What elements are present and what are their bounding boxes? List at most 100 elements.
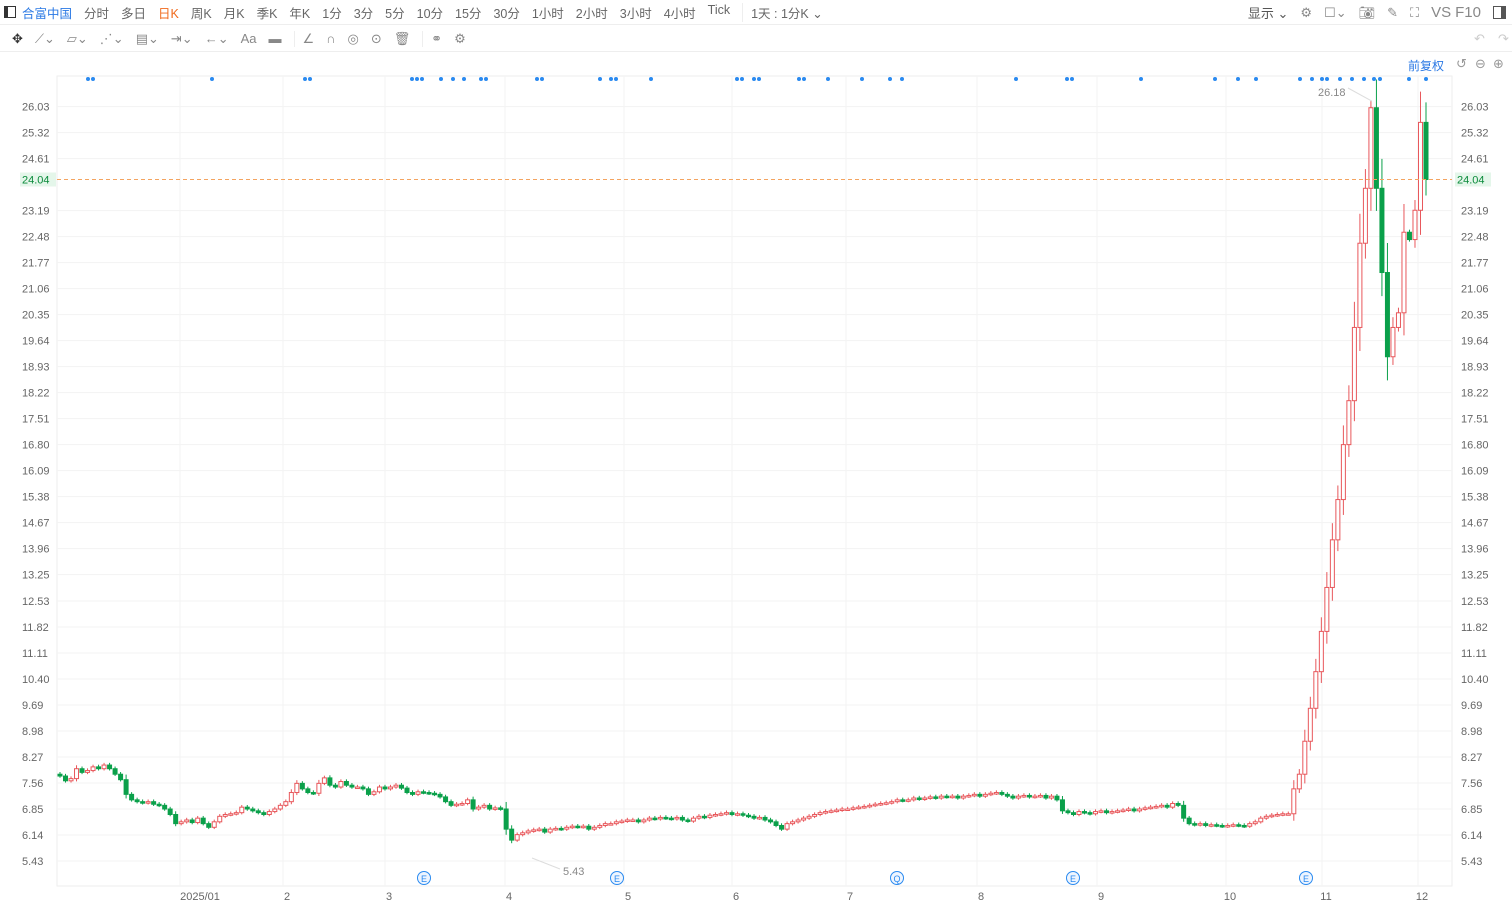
candle-body bbox=[211, 821, 217, 828]
candle-body bbox=[1252, 821, 1258, 825]
y-tick-left: 26.03 bbox=[22, 102, 50, 114]
period-tab[interactable]: 分时 bbox=[84, 6, 110, 21]
event-dot bbox=[479, 77, 483, 81]
y-tick-right: 6.85 bbox=[1461, 804, 1482, 816]
candle-body bbox=[635, 819, 641, 823]
candle-body bbox=[630, 819, 636, 822]
event-dot bbox=[1372, 77, 1376, 81]
sidebar-toggle-icon[interactable] bbox=[4, 6, 16, 18]
candle-body bbox=[905, 799, 911, 802]
arrow-icon[interactable]: ←⌄ bbox=[204, 30, 229, 46]
measure-icon[interactable]: ⇥⌄ bbox=[170, 30, 193, 46]
candle-body bbox=[1197, 823, 1203, 826]
y-tick-left: 17.51 bbox=[22, 414, 50, 426]
candle-body bbox=[894, 799, 900, 803]
pencil-icon[interactable]: ✎ bbox=[1387, 4, 1399, 20]
period-tab[interactable]: 1分 bbox=[322, 6, 342, 21]
period-tab[interactable]: 日K bbox=[158, 6, 179, 21]
layout-dropdown[interactable]: ☐⌄ bbox=[1324, 4, 1347, 20]
period-tab[interactable]: 15分 bbox=[455, 6, 482, 21]
event-dot bbox=[888, 77, 892, 81]
period-tab[interactable]: 3分 bbox=[353, 6, 374, 21]
candle-body bbox=[933, 796, 939, 799]
magnet-icon[interactable]: ∩ bbox=[326, 31, 336, 46]
period-tab[interactable]: 30分 bbox=[493, 6, 520, 21]
candle-body bbox=[999, 792, 1005, 795]
candle-body bbox=[1285, 813, 1291, 816]
candle-body bbox=[360, 786, 366, 790]
trash-icon[interactable]: 🗑︎ bbox=[393, 30, 411, 46]
candle-body bbox=[393, 784, 399, 788]
y-tick-right: 13.96 bbox=[1461, 544, 1489, 556]
wave-icon[interactable]: ⋰⌄ bbox=[99, 30, 124, 46]
period-tab[interactable]: 4小时 bbox=[663, 6, 696, 21]
candle-body bbox=[1065, 810, 1071, 814]
y-tick-right: 23.19 bbox=[1461, 206, 1489, 218]
f10-button[interactable]: F10 bbox=[1455, 4, 1481, 21]
period-tab[interactable]: 年K bbox=[289, 6, 311, 21]
y-tick-right: 18.93 bbox=[1461, 362, 1489, 374]
display-dropdown[interactable]: 显示 ⌄ bbox=[1247, 6, 1289, 21]
candle-body bbox=[652, 817, 658, 821]
zoom-in-icon[interactable]: ⊕ bbox=[1493, 56, 1504, 71]
stock-name[interactable]: 合富中国 bbox=[22, 6, 73, 21]
line-icon[interactable]: ⟋⌄ bbox=[34, 30, 55, 46]
candle-body bbox=[145, 801, 151, 804]
event-marker-icon bbox=[1066, 871, 1080, 885]
candlestick-chart[interactable]: 26.03 26.03 25.32 25.32 24.61 24.61 23.19 23.19… bbox=[0, 52, 1512, 912]
redo-icon[interactable]: ↷ bbox=[1498, 30, 1509, 46]
y-tick-left: 20.35 bbox=[22, 310, 50, 322]
move-icon[interactable]: ✥ bbox=[12, 30, 23, 46]
candle-body bbox=[795, 819, 801, 823]
event-dot bbox=[752, 77, 756, 81]
period-tab[interactable]: 月K bbox=[223, 6, 245, 21]
comment-icon[interactable]: ▬ bbox=[268, 31, 282, 46]
settings-icon[interactable]: ⚙ bbox=[454, 30, 466, 46]
channel-icon[interactable]: ▱⌄ bbox=[66, 30, 88, 46]
period-tab[interactable]: 周K bbox=[190, 6, 212, 21]
vs-button[interactable]: VS bbox=[1431, 4, 1452, 21]
candle-body bbox=[1082, 811, 1087, 814]
text-tool[interactable]: Aa bbox=[240, 31, 257, 46]
adjust-mode-button[interactable]: 前复权 bbox=[1408, 59, 1445, 73]
undo-icon[interactable]: ↶ bbox=[1474, 30, 1485, 46]
candle-body bbox=[476, 806, 482, 810]
settings-icon[interactable]: ⚙ bbox=[1300, 4, 1313, 20]
event-dot bbox=[649, 77, 653, 81]
fib-icon[interactable]: ▤⌄ bbox=[135, 30, 159, 46]
interval-select[interactable]: 1天 : 1分K ⌄ bbox=[742, 2, 823, 22]
candle-body bbox=[354, 786, 360, 790]
candle-body bbox=[641, 819, 647, 823]
candle-body bbox=[432, 792, 438, 796]
event-dot bbox=[609, 77, 613, 81]
period-tab[interactable]: Tick bbox=[707, 2, 731, 17]
candle-body bbox=[448, 801, 454, 806]
fullscreen-icon[interactable]: ⛶ bbox=[1410, 4, 1420, 20]
candle-body bbox=[1335, 499, 1341, 541]
event-dot bbox=[1065, 77, 1069, 81]
candle-body bbox=[217, 815, 223, 823]
candle-body bbox=[542, 828, 548, 833]
eye-icon[interactable]: ◎ bbox=[347, 30, 359, 46]
candle-body bbox=[129, 793, 135, 801]
candle-body bbox=[762, 816, 768, 821]
period-tab[interactable]: 多日 bbox=[121, 6, 147, 21]
period-tab[interactable]: 10分 bbox=[416, 6, 444, 21]
period-tab[interactable]: 季K bbox=[256, 6, 278, 21]
candle-body bbox=[288, 792, 294, 803]
period-tab[interactable]: 1小时 bbox=[531, 6, 564, 21]
angle-icon[interactable]: ∠ bbox=[293, 30, 314, 47]
period-tab[interactable]: 5分 bbox=[385, 6, 405, 21]
period-tab[interactable]: 2小时 bbox=[575, 6, 608, 21]
target-icon[interactable]: ⊙ bbox=[370, 30, 382, 46]
x-tick: 2 bbox=[284, 891, 290, 903]
panel-toggle-icon[interactable] bbox=[1493, 6, 1506, 19]
reset-icon[interactable]: ↺ bbox=[1456, 56, 1467, 71]
camera-icon[interactable]: 📷︎ bbox=[1358, 4, 1376, 20]
y-tick-right: 26.03 bbox=[1461, 102, 1489, 114]
period-tab[interactable]: 3小时 bbox=[619, 6, 652, 21]
candle-body bbox=[310, 792, 316, 795]
compare-icon[interactable]: ⚭ bbox=[422, 30, 442, 47]
zoom-out-icon[interactable]: ⊖ bbox=[1475, 56, 1486, 71]
candle-body bbox=[746, 814, 752, 818]
